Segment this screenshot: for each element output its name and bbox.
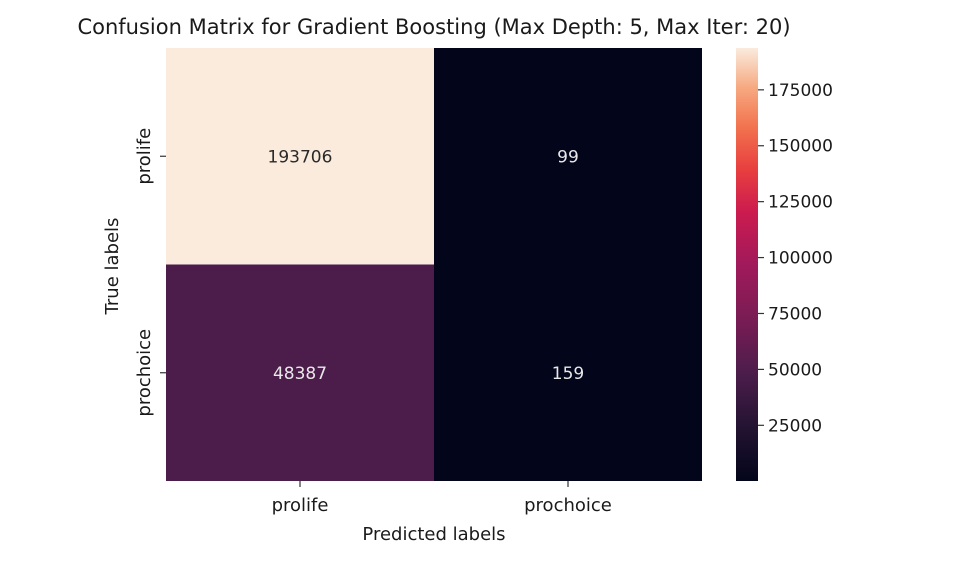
cell-value-prolife-prolife: 193706 bbox=[268, 147, 333, 167]
heatmap-cells bbox=[166, 48, 702, 481]
colorbar-tick-label: 50000 bbox=[768, 360, 822, 380]
y-axis-ticks: prolife prochoice bbox=[134, 128, 166, 417]
y-axis-label: True labels bbox=[102, 218, 123, 316]
heatmap-cell-prolife-prolife bbox=[166, 48, 434, 265]
colorbar-tick-label: 150000 bbox=[768, 137, 833, 157]
chart-title: Confusion Matrix for Gradient Boosting (… bbox=[77, 15, 790, 39]
colorbar-ticks: 25000 50000 75000 100000 125000 150000 175000 bbox=[758, 81, 833, 436]
colorbar-tick-label: 175000 bbox=[768, 81, 833, 101]
colorbar-tick-label: 75000 bbox=[768, 304, 822, 324]
cell-value-prochoice-prochoice: 159 bbox=[552, 364, 584, 384]
cell-value-prolife-prochoice: 99 bbox=[557, 147, 579, 167]
x-tick-label-prolife: prolife bbox=[272, 495, 329, 516]
x-axis-ticks: prolife prochoice bbox=[272, 481, 612, 516]
x-axis-label: Predicted labels bbox=[362, 524, 505, 545]
heatmap-cell-prochoice-prolife bbox=[166, 264, 434, 481]
colorbar-tick-label: 100000 bbox=[768, 249, 833, 269]
heatmap-cell-labels: 193706 99 48387 159 bbox=[268, 147, 585, 384]
cell-value-prochoice-prolife: 48387 bbox=[273, 364, 327, 384]
y-tick-label-prochoice: prochoice bbox=[134, 329, 155, 417]
colorbar bbox=[736, 48, 758, 481]
colorbar-tick-label: 25000 bbox=[768, 416, 822, 436]
heatmap-cell-prochoice-prochoice bbox=[434, 264, 702, 481]
colorbar-tick-label: 125000 bbox=[768, 193, 833, 213]
y-tick-label-prolife: prolife bbox=[134, 128, 155, 185]
heatmap-cell-prolife-prochoice bbox=[434, 48, 702, 265]
x-tick-label-prochoice: prochoice bbox=[524, 495, 612, 516]
